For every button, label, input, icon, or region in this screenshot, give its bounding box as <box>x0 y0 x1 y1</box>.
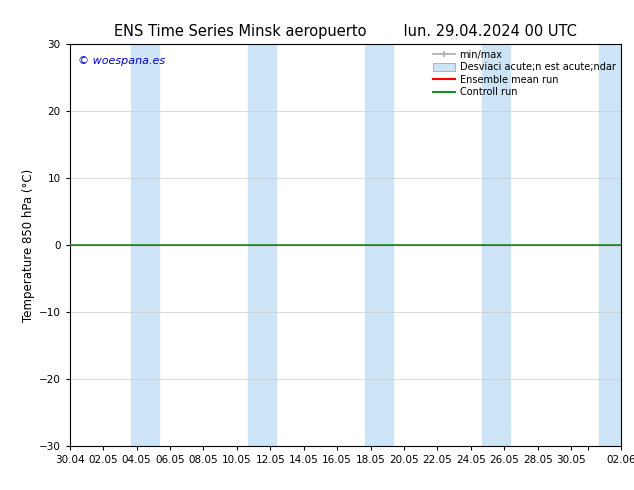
Legend: min/max, Desviaci acute;n est acute;ndar, Ensemble mean run, Controll run: min/max, Desviaci acute;n est acute;ndar… <box>430 47 618 100</box>
Bar <box>365 44 393 446</box>
Text: © woespana.es: © woespana.es <box>78 56 165 66</box>
Y-axis label: Temperature 850 hPa (°C): Temperature 850 hPa (°C) <box>22 169 35 321</box>
Bar <box>598 44 627 446</box>
Title: ENS Time Series Minsk aeropuerto        lun. 29.04.2024 00 UTC: ENS Time Series Minsk aeropuerto lun. 29… <box>114 24 577 39</box>
Bar <box>248 44 276 446</box>
Bar <box>131 44 159 446</box>
Bar <box>482 44 510 446</box>
